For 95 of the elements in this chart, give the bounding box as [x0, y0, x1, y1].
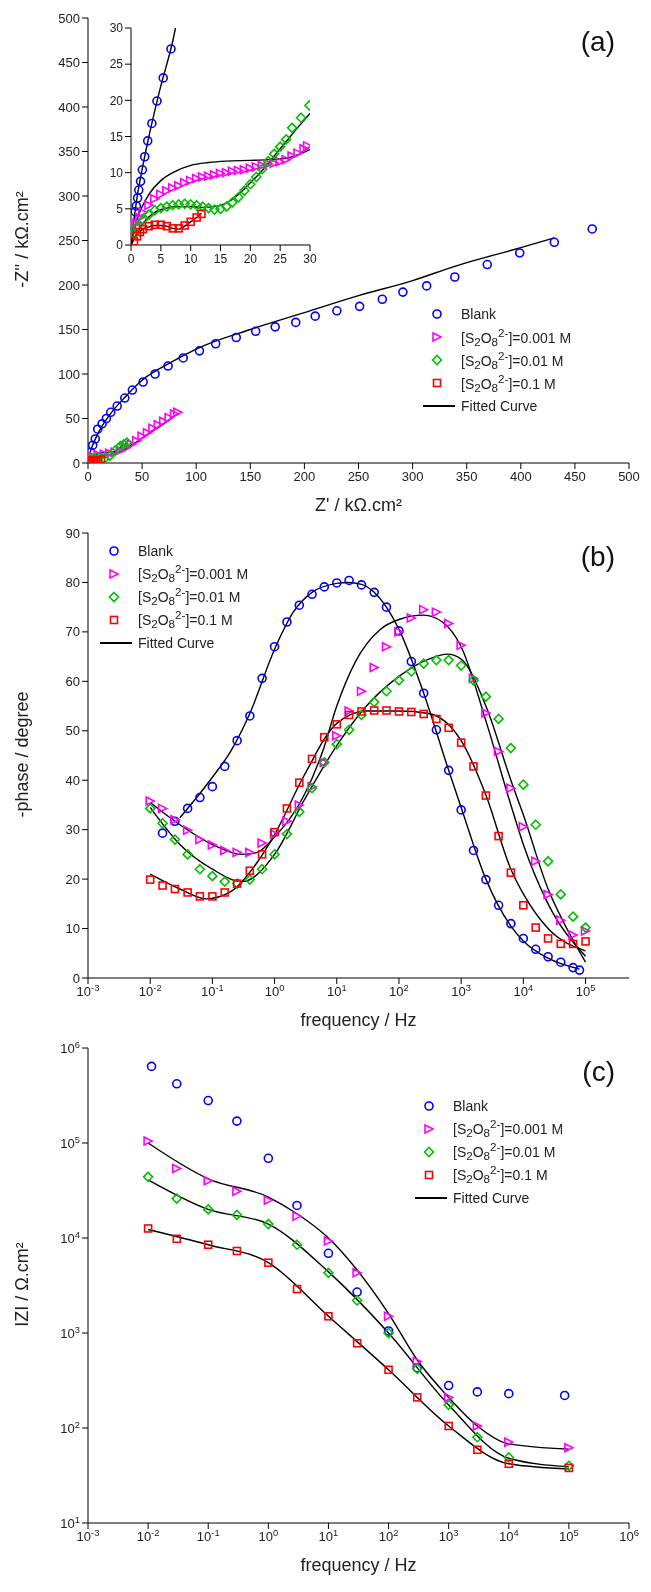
legend-label: Blank	[138, 542, 174, 559]
chart-title: (b)	[580, 541, 615, 573]
x-tick-label: 10$^{2}$	[389, 983, 409, 1000]
x-tick-label: 150	[239, 469, 262, 485]
x-tick-label: 10$^{0}$	[264, 983, 285, 1000]
y-tick-label: 20	[65, 871, 80, 887]
x-tick-label: 10$^{6}$	[619, 1528, 639, 1545]
x-tick-label: 25	[273, 251, 288, 266]
y-tick-label: 25	[109, 57, 124, 72]
y-tick-label: 5	[116, 202, 124, 217]
x-axis-title: frequency / Hz	[299, 1555, 418, 1576]
x-tick-label: 20	[243, 251, 258, 266]
x-tick-label: 10$^{-1}$	[196, 1528, 220, 1545]
y-tick-label: 500	[58, 10, 80, 26]
x-axis-title: Z' / kΩ.cm²	[314, 495, 403, 516]
y-tick-label: 10$^{1}$	[60, 1514, 80, 1531]
legend-label: [S$_{2}$O$_{8}$$^{2-}$]=0.01 M	[138, 585, 241, 608]
x-tick-label: 10$^{4}$	[513, 983, 534, 1000]
y-tick-label: 0	[116, 238, 124, 253]
x-tick-label: 10$^{-3}$	[76, 1528, 100, 1545]
legend-label: [S$_{2}$O$_{8}$$^{2-}$]=0.01 M	[453, 1140, 556, 1163]
y-tick-label: 90	[65, 525, 80, 541]
y-tick-label: 10$^{4}$	[60, 1229, 80, 1246]
x-tick-label: 10$^{-3}$	[76, 983, 100, 1000]
legend-label: Blank	[461, 306, 497, 323]
chart-title: (a)	[580, 26, 615, 58]
legend-label: [S$_{2}$O$_{8}$$^{2-}$]=0.01 M	[461, 349, 564, 372]
x-tick-label: 30	[303, 251, 317, 266]
y-tick-label: 70	[65, 624, 80, 640]
y-tick-label: 10$^{5}$	[60, 1134, 80, 1151]
y-tick-label: 150	[58, 322, 80, 338]
y-tick-label: 60	[65, 673, 80, 689]
chart-title: (c)	[582, 1056, 615, 1088]
x-tick-label: 50	[134, 469, 150, 485]
y-tick-label: 30	[65, 822, 80, 838]
x-tick-label: 10	[183, 251, 198, 266]
legend-label: Fitted Curve	[461, 398, 538, 415]
x-tick-label: 10$^{-2}$	[138, 983, 162, 1000]
x-tick-label: 15	[213, 251, 228, 266]
legend-label: [S$_{2}$O$_{8}$$^{2-}$]=0.001 M	[461, 326, 572, 349]
y-tick-label: 100	[58, 366, 80, 382]
y-tick-label: 400	[58, 99, 80, 115]
x-tick-label: 500	[618, 469, 640, 485]
y-tick-label: 20	[109, 93, 124, 108]
x-tick-label: 10$^{3}$	[451, 983, 471, 1000]
y-tick-label: 250	[58, 233, 80, 249]
y-tick-label: 30	[109, 21, 124, 36]
x-tick-label: 10$^{3}$	[438, 1528, 459, 1545]
y-tick-label: 300	[58, 188, 80, 204]
y-tick-label: 50	[65, 723, 80, 739]
x-tick-label: 5	[157, 251, 165, 266]
y-tick-label: 450	[58, 55, 80, 71]
legend-label: [S$_{2}$O$_{8}$$^{2-}$]=0.001 M	[453, 1117, 564, 1140]
x-tick-label: 300	[401, 469, 424, 485]
x-tick-label: 10$^{4}$	[498, 1528, 519, 1545]
legend-label: [S$_{2}$O$_{8}$$^{2-}$]=0.1 M	[138, 608, 233, 631]
x-tick-label: 350	[455, 469, 478, 485]
x-tick-label: 400	[509, 469, 532, 485]
x-tick-label: 10$^{1}$	[326, 983, 347, 1000]
y-tick-label: 10	[109, 165, 124, 180]
y-tick-label: 15	[109, 129, 124, 144]
y-tick-label: 0	[72, 455, 80, 471]
x-tick-label: 0	[127, 251, 135, 266]
y-tick-label: 10$^{3}$	[60, 1324, 80, 1341]
x-tick-label: 250	[347, 469, 370, 485]
x-tick-label: 10$^{5}$	[575, 983, 596, 1000]
legend-label: [S$_{2}$O$_{8}$$^{2-}$]=0.001 M	[138, 562, 249, 585]
x-axis-title: frequency / Hz	[299, 1010, 418, 1031]
y-tick-label: 10	[65, 921, 80, 937]
x-tick-label: 10$^{0}$	[258, 1528, 279, 1545]
x-tick-label: 10$^{-2}$	[136, 1528, 160, 1545]
y-tick-label: 0	[72, 970, 80, 986]
x-tick-label: 10$^{-1}$	[200, 983, 224, 1000]
legend-label: Fitted Curve	[453, 1189, 530, 1206]
y-tick-label: 10$^{6}$	[60, 1039, 80, 1056]
y-tick-label: 40	[65, 772, 80, 788]
y-axis-title: -phase / degree	[11, 689, 33, 820]
legend-label: Blank	[453, 1097, 489, 1114]
x-tick-label: 450	[564, 469, 586, 485]
x-tick-label: 10$^{5}$	[559, 1528, 579, 1545]
y-tick-label: 50	[65, 411, 80, 427]
y-axis-title: IZI / Ω.cm²	[11, 1240, 33, 1329]
legend-label: Fitted Curve	[138, 634, 215, 651]
y-axis-title: -Z'' / kΩ.cm²	[11, 189, 33, 290]
y-tick-label: 10$^{2}$	[60, 1419, 80, 1436]
x-tick-label: 100	[185, 469, 208, 485]
x-tick-label: 0	[84, 469, 92, 485]
y-tick-label: 200	[58, 277, 80, 293]
legend-label: [S$_{2}$O$_{8}$$^{2-}$]=0.1 M	[461, 372, 556, 395]
x-tick-label: 200	[293, 469, 316, 485]
y-tick-label: 350	[58, 144, 80, 160]
x-tick-label: 10$^{2}$	[378, 1528, 399, 1545]
legend-label: [S$_{2}$O$_{8}$$^{2-}$]=0.1 M	[453, 1163, 548, 1186]
y-tick-label: 80	[65, 574, 80, 590]
x-tick-label: 10$^{1}$	[318, 1528, 339, 1545]
